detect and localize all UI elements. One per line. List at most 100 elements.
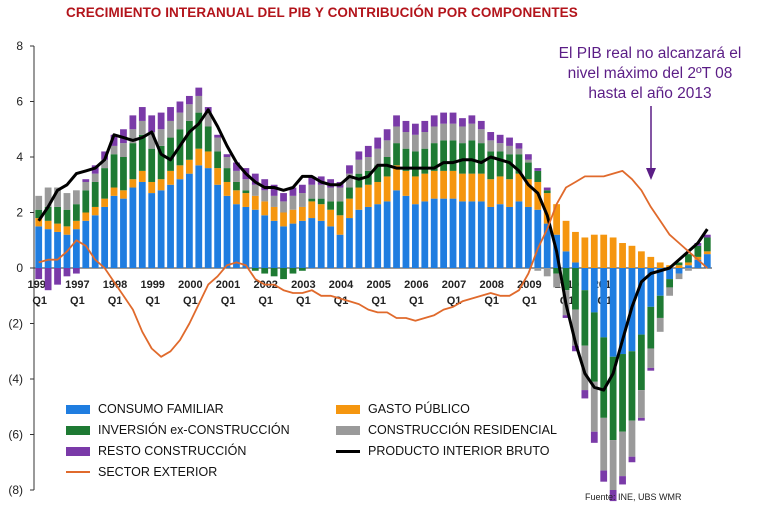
x-tick-year: 2004 bbox=[329, 279, 354, 291]
bar-segment-inversion bbox=[468, 140, 476, 174]
bar-segment-resto bbox=[637, 417, 645, 421]
bar-segment-construccion_res bbox=[637, 390, 645, 418]
bar-segment-inversion bbox=[280, 268, 287, 280]
bar-segment-resto bbox=[44, 268, 52, 291]
bar-segment-consumo bbox=[694, 259, 702, 268]
bar-segment-resto bbox=[619, 476, 626, 485]
bar-segment-resto bbox=[233, 162, 240, 171]
bar-segment-construccion_res bbox=[270, 195, 278, 207]
bar-segment-inversion bbox=[543, 190, 551, 194]
bar-segment-gasto bbox=[703, 251, 711, 255]
bar-segment-gasto bbox=[496, 176, 504, 205]
x-tick-year: 2007 bbox=[442, 279, 466, 291]
bar-segment-inversion bbox=[430, 143, 438, 171]
bar-segment-construccion_res bbox=[129, 129, 137, 144]
bar-segment-gasto bbox=[82, 212, 90, 221]
bar-segment-consumo bbox=[233, 204, 240, 268]
bar-segment-gasto bbox=[581, 237, 589, 268]
bar-segment-construccion_res bbox=[600, 417, 608, 471]
bar-segment-construccion_res bbox=[515, 148, 523, 155]
bar-segment-gasto bbox=[553, 204, 561, 235]
bar-segment-resto bbox=[562, 315, 570, 318]
bar-segment-inversion bbox=[374, 165, 382, 182]
bar-segment-inversion bbox=[496, 151, 504, 177]
bar-segment-gasto bbox=[524, 179, 532, 207]
bar-segment-construccion_res bbox=[251, 184, 259, 196]
bar-segment-inversion bbox=[534, 170, 542, 182]
legend-swatch-consumo bbox=[66, 404, 90, 414]
legend-item-construccion_res: CONSTRUCCIÓN RESIDENCIAL bbox=[336, 423, 557, 437]
bar-segment-consumo bbox=[459, 201, 466, 268]
bar-segment-inversion bbox=[129, 143, 137, 180]
legend-label-sector: SECTOR EXTERIOR bbox=[98, 465, 218, 479]
bar-segment-construccion_res bbox=[214, 137, 222, 152]
bar-segment-construccion_res bbox=[204, 112, 212, 127]
bar-segment-inversion bbox=[72, 204, 80, 221]
bar-segment-resto bbox=[506, 137, 513, 146]
bar-segment-construccion_res bbox=[157, 129, 165, 146]
bar-segment-gasto bbox=[487, 179, 495, 207]
bar-segment-inversion bbox=[600, 337, 608, 418]
bar-segment-inversion bbox=[647, 306, 655, 349]
bar-segment-inversion bbox=[167, 137, 174, 171]
bar-segment-consumo bbox=[590, 268, 598, 313]
bar-segment-inversion bbox=[449, 140, 457, 171]
bar-segment-consumo bbox=[242, 206, 250, 268]
bar-segment-resto bbox=[129, 115, 137, 130]
bar-segment-gasto bbox=[72, 220, 80, 230]
bar-segment-consumo bbox=[440, 198, 448, 268]
bar-segment-resto bbox=[628, 456, 636, 463]
legend-swatch-gasto bbox=[336, 404, 360, 414]
bar-segment-construccion_res bbox=[308, 184, 316, 199]
bar-segment-gasto bbox=[449, 170, 457, 199]
bar-segment-inversion bbox=[619, 354, 626, 432]
bar-segment-resto bbox=[581, 390, 589, 399]
bar-segment-consumo bbox=[138, 181, 146, 268]
bar-segment-consumo bbox=[346, 218, 353, 268]
bar-segment-construccion_res bbox=[572, 309, 579, 346]
bar-segment-gasto bbox=[129, 179, 137, 188]
bar-segment-consumo bbox=[411, 204, 419, 268]
bar-segment-construccion_res bbox=[440, 123, 448, 141]
bar-segment-gasto bbox=[91, 206, 99, 216]
annotation-line-3: hasta el año 2013 bbox=[588, 85, 712, 102]
bar-segment-inversion bbox=[581, 290, 589, 346]
bar-segment-gasto bbox=[543, 193, 551, 224]
bar-segment-inversion bbox=[223, 168, 231, 182]
bar-segment-gasto bbox=[637, 251, 645, 268]
bar-segment-inversion bbox=[242, 190, 250, 194]
bar-segment-consumo bbox=[308, 218, 316, 268]
bar-segment-construccion_res bbox=[675, 273, 683, 280]
line-pib bbox=[37, 108, 709, 392]
x-tick-year: 2001 bbox=[216, 279, 240, 291]
legend-item-sector: SECTOR EXTERIOR bbox=[66, 465, 217, 479]
bar-segment-inversion bbox=[590, 312, 598, 382]
bar-segment-resto bbox=[280, 193, 287, 202]
bar-segment-construccion_res bbox=[619, 431, 626, 477]
bar-segment-gasto bbox=[214, 168, 222, 185]
bar-segment-resto bbox=[346, 165, 353, 174]
bar-segment-resto bbox=[54, 268, 61, 285]
bar-segment-gasto bbox=[327, 209, 335, 227]
bar-segment-resto bbox=[543, 187, 551, 191]
bar-segment-consumo bbox=[496, 204, 504, 268]
bar-segment-consumo bbox=[261, 215, 269, 268]
bar-segment-inversion bbox=[411, 151, 419, 177]
y-tick-label: (6) bbox=[8, 428, 23, 442]
bar-segment-consumo bbox=[280, 226, 287, 268]
bar-segment-construccion_res bbox=[459, 126, 466, 144]
bar-segment-gasto bbox=[355, 187, 363, 210]
bar-segment-gasto bbox=[506, 179, 513, 207]
bar-segment-inversion bbox=[675, 262, 683, 266]
bar-segment-consumo bbox=[54, 231, 61, 268]
bar-segment-consumo bbox=[619, 268, 626, 355]
y-tick-label: 4 bbox=[16, 150, 23, 164]
bar-segment-inversion bbox=[101, 168, 109, 199]
bar-segment-gasto bbox=[35, 218, 43, 227]
bar-segment-construccion_res bbox=[393, 126, 400, 144]
bar-segment-inversion bbox=[524, 162, 532, 180]
bar-segment-inversion bbox=[214, 151, 222, 169]
bar-segment-construccion_res bbox=[336, 187, 344, 202]
bar-segment-gasto bbox=[364, 184, 372, 207]
bar-segment-inversion bbox=[637, 334, 645, 391]
